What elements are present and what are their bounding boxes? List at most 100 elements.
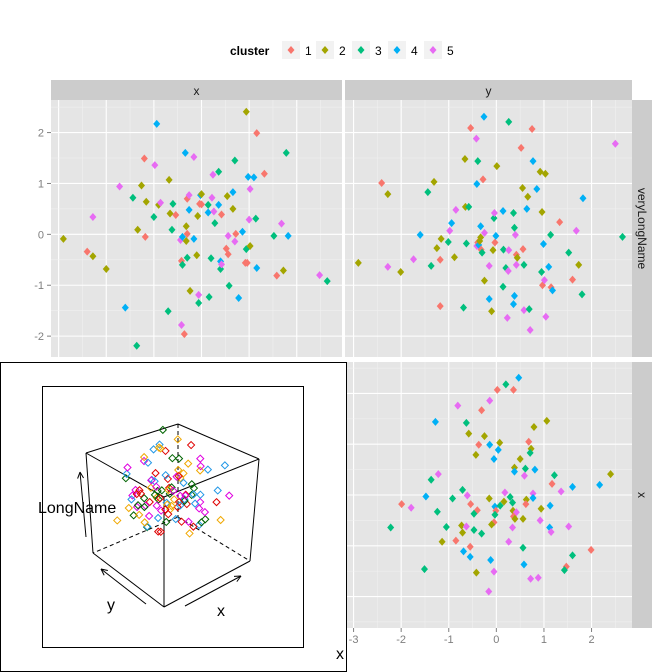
legend-label: 3: [375, 44, 382, 58]
data-point-cluster-4: [529, 494, 537, 503]
data-point-cluster-5: [485, 261, 493, 270]
data-point-cluster-4: [531, 465, 539, 474]
inset-data-point: [147, 476, 156, 485]
inset-plot-box: [42, 386, 304, 648]
data-point-cluster-3: [465, 202, 473, 211]
data-point-cluster-5: [452, 205, 460, 214]
data-point-cluster-3: [420, 565, 428, 574]
inset-data-point: [189, 522, 198, 531]
inset-data-point: [140, 502, 149, 512]
data-point-cluster-2: [137, 181, 145, 190]
data-point-cluster-3: [499, 282, 507, 291]
strip-right-veryLongName: [632, 100, 652, 357]
data-point-cluster-5: [246, 185, 254, 194]
data-point-cluster-2: [480, 276, 488, 285]
inset-outer-label: x: [336, 646, 344, 663]
data-point-cluster-5: [504, 266, 512, 275]
inset-data-point: [163, 474, 173, 484]
legend-diamond-icon: [393, 46, 401, 54]
data-point-cluster-1: [180, 330, 188, 339]
data-point-cluster-4: [494, 445, 502, 454]
data-point-cluster-5: [505, 537, 513, 546]
inset-data-point: [181, 491, 190, 500]
data-point-cluster-2: [459, 528, 467, 537]
data-point-cluster-1: [273, 271, 281, 280]
data-point-cluster-5: [231, 237, 239, 246]
data-point-cluster-3: [178, 260, 186, 269]
inset-data-point: [173, 435, 182, 444]
strip-label: x: [194, 84, 200, 98]
inset-data-point: [195, 497, 205, 507]
data-point-cluster-2: [182, 222, 190, 231]
data-point-cluster-3: [424, 188, 432, 197]
inset-data-point: [174, 454, 184, 463]
inset-data-point: [122, 469, 131, 479]
y-tick-label: 1: [38, 178, 44, 190]
data-point-cluster-2: [430, 177, 438, 186]
data-point-cluster-2: [500, 497, 508, 506]
data-point-cluster-3: [231, 156, 239, 165]
inset-data-point: [123, 463, 132, 472]
data-point-cluster-5: [529, 489, 537, 498]
data-point-cluster-5: [89, 213, 97, 222]
data-point-cluster-2: [89, 252, 97, 261]
data-point-cluster-2: [193, 251, 201, 260]
inset-data-point: [153, 513, 163, 523]
y-axis-arrow-icon: [100, 568, 147, 605]
inset-data-point: [203, 465, 213, 474]
data-point-cluster-1: [141, 232, 149, 241]
inset-data-point: [201, 515, 210, 524]
data-point-cluster-4: [181, 148, 189, 157]
data-point-cluster-5: [185, 191, 193, 200]
data-point-cluster-2: [166, 209, 174, 218]
inset-data-point: [153, 527, 163, 536]
data-point-cluster-4: [545, 262, 553, 271]
legend-entry-3: 3: [352, 41, 382, 59]
data-point-cluster-2: [465, 429, 473, 438]
inset-data-point: [156, 444, 165, 453]
legend-diamond-icon: [321, 46, 329, 54]
inset-data-point: [150, 490, 160, 500]
data-point-cluster-2: [102, 264, 110, 273]
data-point-cluster-5: [410, 255, 418, 264]
data-point-cluster-5: [526, 326, 534, 335]
data-point-cluster-3: [502, 380, 510, 389]
inset-data-point: [121, 474, 131, 483]
data-point-cluster-3: [168, 225, 176, 234]
data-point-cluster-4: [480, 112, 488, 121]
inset-data-point: [190, 499, 200, 508]
data-point-cluster-2: [537, 504, 545, 513]
data-point-cluster-2: [477, 233, 485, 242]
data-point-cluster-4: [466, 552, 474, 561]
legend: cluster 1 2 3 4 5: [230, 41, 454, 59]
data-point-cluster-1: [436, 255, 444, 264]
data-point-cluster-1: [467, 500, 475, 509]
data-point-cluster-4: [539, 240, 547, 249]
inset-data-point: [185, 529, 194, 538]
data-point-cluster-5: [505, 246, 513, 255]
data-point-cluster-3: [525, 305, 533, 314]
strip-top-y: [345, 80, 632, 100]
inset-data-point: [139, 456, 149, 466]
data-point-cluster-4: [509, 300, 517, 309]
data-point-cluster-3: [133, 341, 141, 350]
inset-data-point: [156, 506, 166, 515]
strip-right-x: [632, 362, 652, 628]
data-point-cluster-3: [470, 509, 478, 518]
data-point-cluster-2: [59, 234, 67, 243]
inset-data-point: [187, 490, 196, 500]
data-point-cluster-2: [538, 207, 546, 216]
inset-data-point: [154, 443, 164, 452]
data-point-cluster-3: [565, 248, 573, 257]
data-point-cluster-3: [442, 522, 450, 531]
data-point-cluster-2: [510, 463, 518, 472]
data-point-cluster-5: [472, 134, 480, 143]
data-point-cluster-5: [542, 312, 550, 321]
data-point-cluster-3: [449, 494, 457, 503]
data-point-cluster-1: [512, 250, 520, 259]
inset-data-point: [169, 495, 179, 504]
data-point-cluster-5: [177, 320, 185, 329]
data-point-cluster-3: [478, 248, 486, 257]
z-axis-arrow-icon-head: [79, 471, 84, 479]
